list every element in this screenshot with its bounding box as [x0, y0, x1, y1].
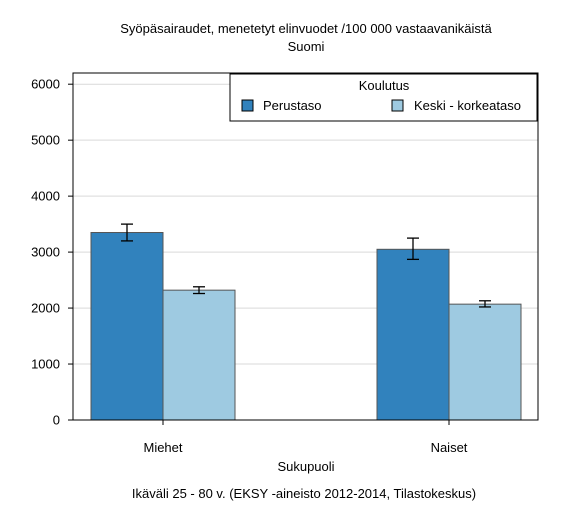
bar-keski-korkeataso-naiset: [448, 303, 522, 421]
legend-swatch-keski-korkeataso: [391, 99, 404, 112]
bar-perustaso-miehet: [90, 232, 164, 421]
legend: Koulutus Perustaso Keski - korkeataso: [229, 73, 538, 122]
y-tick-label: 0: [53, 413, 60, 428]
y-tick-label: 2000: [31, 301, 60, 316]
legend-swatch-perustaso: [241, 99, 254, 112]
y-tick-label: 3000: [31, 245, 60, 260]
axes: 0 1000 2000 3000 4000 5000 6000 Miehet Naiset: [31, 72, 539, 455]
bar-perustaso-naiset: [376, 248, 450, 421]
chart-title: Syöpäsairaudet, menetetyt elinvuodet /10…: [120, 21, 492, 36]
y-tick-label: 1000: [31, 357, 60, 372]
legend-box: [229, 73, 538, 122]
y-tick-label: 4000: [31, 189, 60, 204]
y-tick-label: 6000: [31, 77, 60, 92]
bar-keski-korkeataso-miehet: [162, 289, 236, 421]
legend-title: Koulutus: [359, 78, 410, 93]
bars: [90, 223, 522, 421]
legend-label-perustaso: Perustaso: [263, 98, 322, 113]
x-tick-label-miehet: Miehet: [143, 440, 182, 455]
x-axis-label: Sukupuoli: [277, 459, 334, 474]
plot-frame: [72, 72, 539, 421]
footnote: Ikäväli 25 - 80 v. (EKSY -aineisto 2012-…: [132, 486, 476, 501]
y-tick-label: 5000: [31, 133, 60, 148]
x-tick-label-naiset: Naiset: [431, 440, 468, 455]
chart-subtitle: Suomi: [288, 39, 325, 54]
legend-label-keski-korkeataso: Keski - korkeataso: [414, 98, 521, 113]
